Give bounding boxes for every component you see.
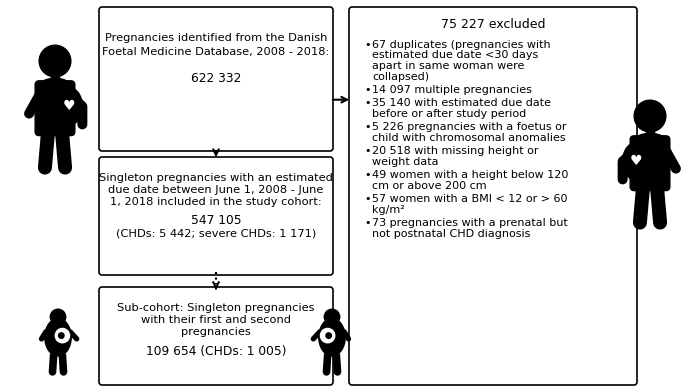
FancyBboxPatch shape [99,287,333,385]
Text: child with chromosomal anomalies: child with chromosomal anomalies [372,133,566,143]
Text: collapsed): collapsed) [372,71,429,81]
Text: apart in same woman were: apart in same woman were [372,61,525,71]
Text: Sub-cohort: Singleton pregnancies: Sub-cohort: Singleton pregnancies [117,303,314,313]
Text: •: • [364,195,371,205]
Text: •: • [364,218,371,229]
Text: kg/m²: kg/m² [372,205,405,215]
Text: Singleton pregnancies with an estimated: Singleton pregnancies with an estimated [99,173,333,183]
Text: 67 duplicates (pregnancies with: 67 duplicates (pregnancies with [372,40,551,50]
Text: 20 518 with missing height or: 20 518 with missing height or [372,147,538,156]
Text: 🤰: 🤰 [326,333,329,338]
Text: •: • [364,40,371,50]
Text: •: • [364,98,371,108]
FancyBboxPatch shape [99,157,333,275]
Text: (CHDs: 5 442; severe CHDs: 1 171): (CHDs: 5 442; severe CHDs: 1 171) [116,229,316,239]
Text: •: • [364,171,371,181]
Circle shape [326,333,332,339]
Text: •: • [364,85,371,95]
Ellipse shape [623,143,649,180]
Ellipse shape [45,318,71,356]
Text: 73 pregnancies with a prenatal but: 73 pregnancies with a prenatal but [372,218,568,229]
Text: •: • [364,122,371,132]
Ellipse shape [36,78,74,102]
Text: Foetal Medicine Database, 2008 - 2018:: Foetal Medicine Database, 2008 - 2018: [102,47,329,57]
Text: cm or above 200 cm: cm or above 200 cm [372,181,486,191]
Text: estimated due date <30 days: estimated due date <30 days [372,51,538,61]
Ellipse shape [319,318,345,356]
Text: •: • [364,147,371,156]
Text: before or after study period: before or after study period [372,109,526,119]
Circle shape [634,100,666,132]
Text: not postnatal CHD diagnosis: not postnatal CHD diagnosis [372,229,530,239]
Circle shape [321,328,335,343]
Text: 49 women with a height below 120: 49 women with a height below 120 [372,171,569,181]
Text: ♥: ♥ [63,100,75,113]
Circle shape [324,309,340,325]
FancyBboxPatch shape [630,136,670,191]
Text: 🤰: 🤰 [61,333,64,338]
Text: with their first and second: with their first and second [141,315,291,325]
Text: due date between June 1, 2008 - June: due date between June 1, 2008 - June [108,185,324,195]
Circle shape [55,328,70,343]
Circle shape [39,45,71,77]
Text: 109 654 (CHDs: 1 005): 109 654 (CHDs: 1 005) [146,345,286,359]
Text: 57 women with a BMI < 12 or > 60: 57 women with a BMI < 12 or > 60 [372,195,567,205]
FancyBboxPatch shape [349,7,637,385]
FancyBboxPatch shape [646,120,654,135]
Text: 14 097 multiple pregnancies: 14 097 multiple pregnancies [372,85,532,95]
FancyBboxPatch shape [51,65,60,80]
Text: 1, 2018 included in the study cohort:: 1, 2018 included in the study cohort: [110,197,322,207]
Text: ♥: ♥ [630,154,642,168]
Ellipse shape [632,133,669,156]
Text: 622 332: 622 332 [191,71,241,85]
Text: weight data: weight data [372,157,438,167]
Text: 547 105: 547 105 [190,213,241,227]
Circle shape [58,333,64,339]
Ellipse shape [56,88,82,125]
Circle shape [50,309,66,325]
Text: pregnancies: pregnancies [181,327,251,337]
Text: 35 140 with estimated due date: 35 140 with estimated due date [372,98,551,108]
Text: 5 226 pregnancies with a foetus or: 5 226 pregnancies with a foetus or [372,122,566,132]
Text: 75 227 excluded: 75 227 excluded [440,17,545,30]
Text: Pregnancies identified from the Danish: Pregnancies identified from the Danish [105,33,327,43]
FancyBboxPatch shape [35,81,75,135]
FancyBboxPatch shape [99,7,333,151]
